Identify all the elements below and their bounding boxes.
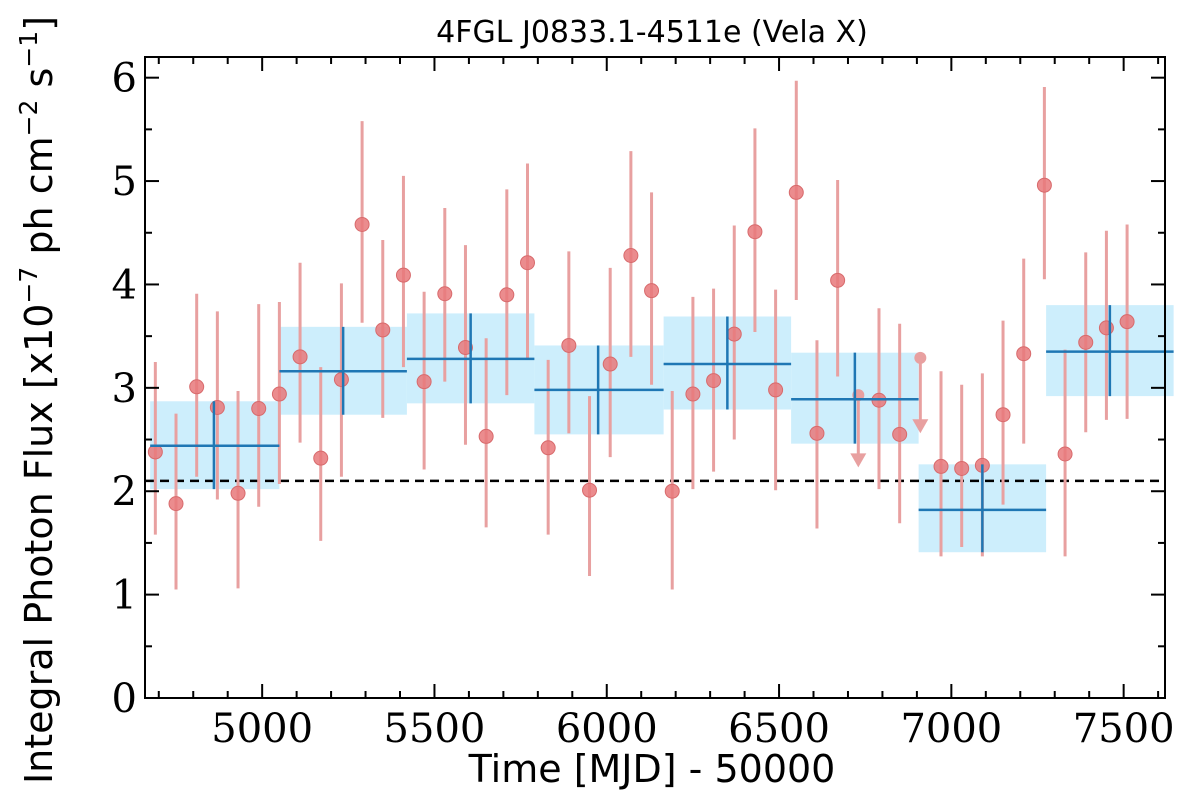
- x-tick-label: 5500: [384, 706, 486, 752]
- data-point: [809, 425, 825, 441]
- data-point: [995, 407, 1011, 423]
- data-point: [933, 458, 949, 474]
- data-point: [478, 428, 494, 444]
- data-point: [1078, 334, 1094, 350]
- data-point: [189, 379, 205, 395]
- data-point: [664, 483, 680, 499]
- data-point: [726, 326, 742, 342]
- data-point: [395, 267, 411, 283]
- data-point: [520, 255, 535, 271]
- upper-limit-point: [914, 351, 927, 364]
- data-point: [168, 496, 184, 512]
- plot-frame: [144, 56, 1166, 699]
- data-point: [375, 322, 391, 338]
- y-axis-label: Integral Photon Flux [x10−7 ph cm−2 s−1]: [14, 16, 61, 784]
- data-point: [954, 460, 970, 476]
- data-point: [333, 372, 349, 388]
- x-tick-label: 5000: [211, 706, 313, 752]
- y-label-exp2: −2: [14, 100, 43, 137]
- y-tick-label: 0: [112, 676, 137, 722]
- data-point: [788, 184, 804, 200]
- y-tick-label: 3: [112, 366, 137, 412]
- data-point: [354, 216, 370, 232]
- y-label-mid2: s: [17, 68, 61, 100]
- data-point: [209, 399, 225, 415]
- x-tick-label: 6500: [728, 706, 830, 752]
- x-tick-label: 7500: [1073, 706, 1175, 752]
- y-tick-label: 4: [112, 262, 137, 308]
- data-point: [416, 374, 432, 390]
- x-tick-label: 7000: [900, 706, 1002, 752]
- data-point: [1036, 177, 1052, 193]
- x-tick-label: 6000: [556, 706, 658, 752]
- x-axis-ticks: 5000 5500 6000 6500 7000 7500: [157, 57, 1175, 752]
- data-point: [706, 373, 722, 389]
- chart-title: 4FGL J0833.1-4511e (Vela X): [436, 15, 868, 50]
- upper-limit-arrow: [850, 453, 867, 468]
- yearly-bin-markers: [150, 305, 1174, 553]
- data-point: [313, 450, 329, 466]
- data-point: [230, 485, 246, 501]
- y-label-mid: ph cm: [17, 136, 61, 266]
- y-label-exp1: −7: [14, 267, 43, 304]
- data-point: [540, 440, 556, 456]
- data-point: [499, 287, 515, 303]
- data-point: [685, 386, 701, 402]
- data-point: [457, 340, 473, 356]
- y-label-exp3: −1: [14, 31, 43, 68]
- data-point: [602, 356, 618, 372]
- y-tick-label: 6: [112, 56, 137, 102]
- y-label-suffix: ]: [17, 16, 61, 31]
- data-point: [1057, 446, 1073, 462]
- y-tick-label: 2: [112, 469, 137, 515]
- data-point: [582, 482, 598, 498]
- data-point: [1119, 314, 1135, 330]
- data-point: [623, 248, 639, 264]
- data-point: [892, 426, 908, 442]
- x-axis-label: Time [MJD] - 50000: [468, 747, 836, 791]
- data-point: [561, 337, 577, 353]
- data-point: [437, 286, 453, 302]
- data-point: [1098, 320, 1114, 336]
- upper-limit-arrow: [912, 419, 929, 434]
- yearly-bin-bands: [150, 305, 1174, 553]
- data-point: [830, 272, 846, 288]
- data-point: [251, 401, 267, 417]
- y-tick-label: 1: [112, 573, 137, 619]
- data-point: [292, 349, 308, 365]
- data-point: [768, 382, 784, 398]
- y-tick-label: 5: [112, 159, 137, 205]
- y-axis-ticks: 0 1 2 3 4 5 6: [112, 56, 1165, 722]
- data-point: [1016, 346, 1032, 362]
- data-point: [747, 224, 763, 240]
- y-label-prefix: Integral Photon Flux [x10: [17, 304, 61, 785]
- data-point: [147, 444, 163, 460]
- data-point: [271, 386, 287, 402]
- data-point: [644, 283, 660, 299]
